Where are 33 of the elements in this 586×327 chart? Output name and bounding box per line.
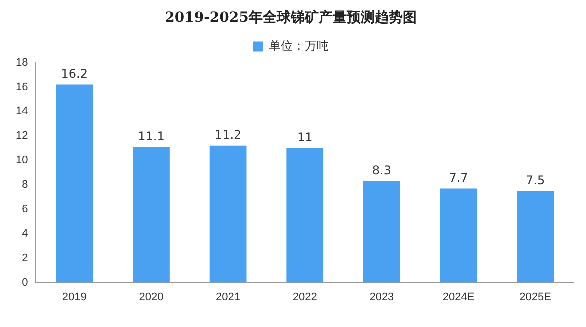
y-tick-label: 12 <box>16 130 28 142</box>
data-label: 16.2 <box>61 66 88 81</box>
x-tick-label: 2021 <box>216 291 241 304</box>
y-tick-label: 16 <box>16 81 28 94</box>
y-tick-label: 8 <box>22 179 28 192</box>
x-tick-label: 2024E <box>442 291 475 304</box>
y-tick-label: 6 <box>22 204 28 216</box>
bar <box>364 181 400 283</box>
y-tick-label: 14 <box>16 106 28 118</box>
data-label: 11 <box>297 130 313 144</box>
x-tick-label: 2019 <box>62 291 87 304</box>
data-label: 11.2 <box>214 128 242 142</box>
bar <box>440 188 478 283</box>
y-tick-label: 2 <box>22 252 28 264</box>
data-label: 7.7 <box>449 170 468 185</box>
x-tick-label: 2020 <box>139 291 164 304</box>
legend-label: 单位：万吨 <box>269 38 329 53</box>
bar <box>133 147 170 283</box>
x-tick-label: 2025E <box>520 291 552 304</box>
y-tick-label: 18 <box>16 56 28 69</box>
data-label: 7.5 <box>526 173 546 188</box>
data-label: 8.3 <box>372 163 392 178</box>
data-label: 11.1 <box>138 129 165 144</box>
bar <box>517 191 554 283</box>
bar <box>286 148 324 283</box>
x-tick-label: 2022 <box>292 291 318 304</box>
bar <box>210 146 247 283</box>
x-tick-label: 2023 <box>370 291 394 304</box>
y-tick-label: 10 <box>16 154 28 167</box>
chart-title: 2019-2025年全球锑矿产量预测趋势图 <box>165 9 417 26</box>
bar <box>56 84 94 283</box>
y-tick-label: 0 <box>22 276 28 289</box>
y-tick-label: 4 <box>22 228 28 240</box>
